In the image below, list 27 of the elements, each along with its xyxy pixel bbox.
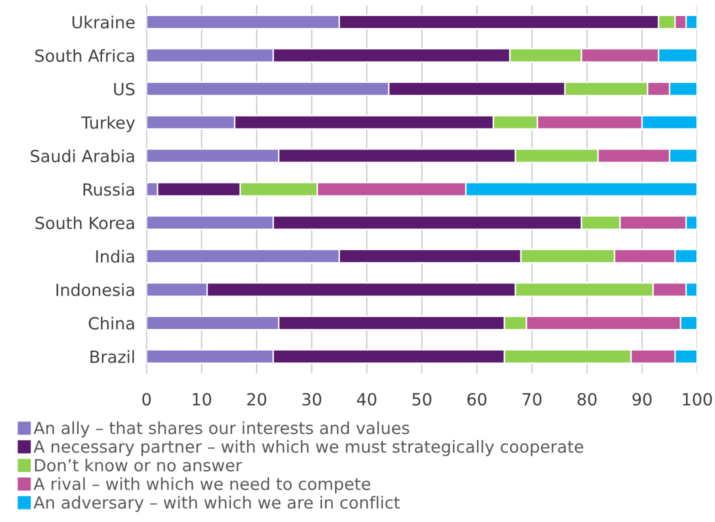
y-tick-label: South Africa bbox=[35, 49, 134, 62]
legend-label: Don’t know or no answer bbox=[35, 458, 242, 472]
x-tick-label: 20 bbox=[247, 392, 266, 406]
x-tick-label: 70 bbox=[522, 392, 542, 406]
y-tick-label: India bbox=[96, 250, 134, 263]
x-tick-label: 100 bbox=[683, 392, 712, 406]
x-tick-label: 0 bbox=[142, 392, 151, 406]
x-tick-label: 80 bbox=[578, 392, 597, 406]
legend-label: A necessary partner – with which we must strategically cooperate bbox=[34, 440, 584, 456]
x-tick-label: 40 bbox=[357, 392, 376, 406]
legend-label: An ally – that shares our interests and values bbox=[34, 421, 410, 438]
legend-label: A rival – with which we need to compete bbox=[34, 477, 370, 494]
y-tick-label: South Korea bbox=[36, 216, 134, 230]
legend-label: An adversary – with which we are in conflict bbox=[34, 496, 400, 512]
y-tick-label: US bbox=[114, 82, 135, 96]
x-tick-label: 60 bbox=[467, 392, 486, 406]
y-tick-label: Turkey bbox=[81, 116, 135, 132]
x-tick-label: 90 bbox=[632, 392, 652, 406]
y-tick-label: Ukraine bbox=[72, 16, 135, 29]
y-tick-label: Russia bbox=[84, 182, 134, 196]
y-tick-label: Indonesia bbox=[56, 283, 134, 296]
x-tick-label: 10 bbox=[192, 392, 212, 406]
x-tick-label: 50 bbox=[412, 392, 432, 406]
y-tick-label: China bbox=[88, 316, 134, 330]
x-tick-label: 30 bbox=[302, 392, 322, 406]
y-tick-label: Brazil bbox=[90, 350, 134, 364]
y-tick-label: Saudi Arabia bbox=[30, 149, 134, 162]
